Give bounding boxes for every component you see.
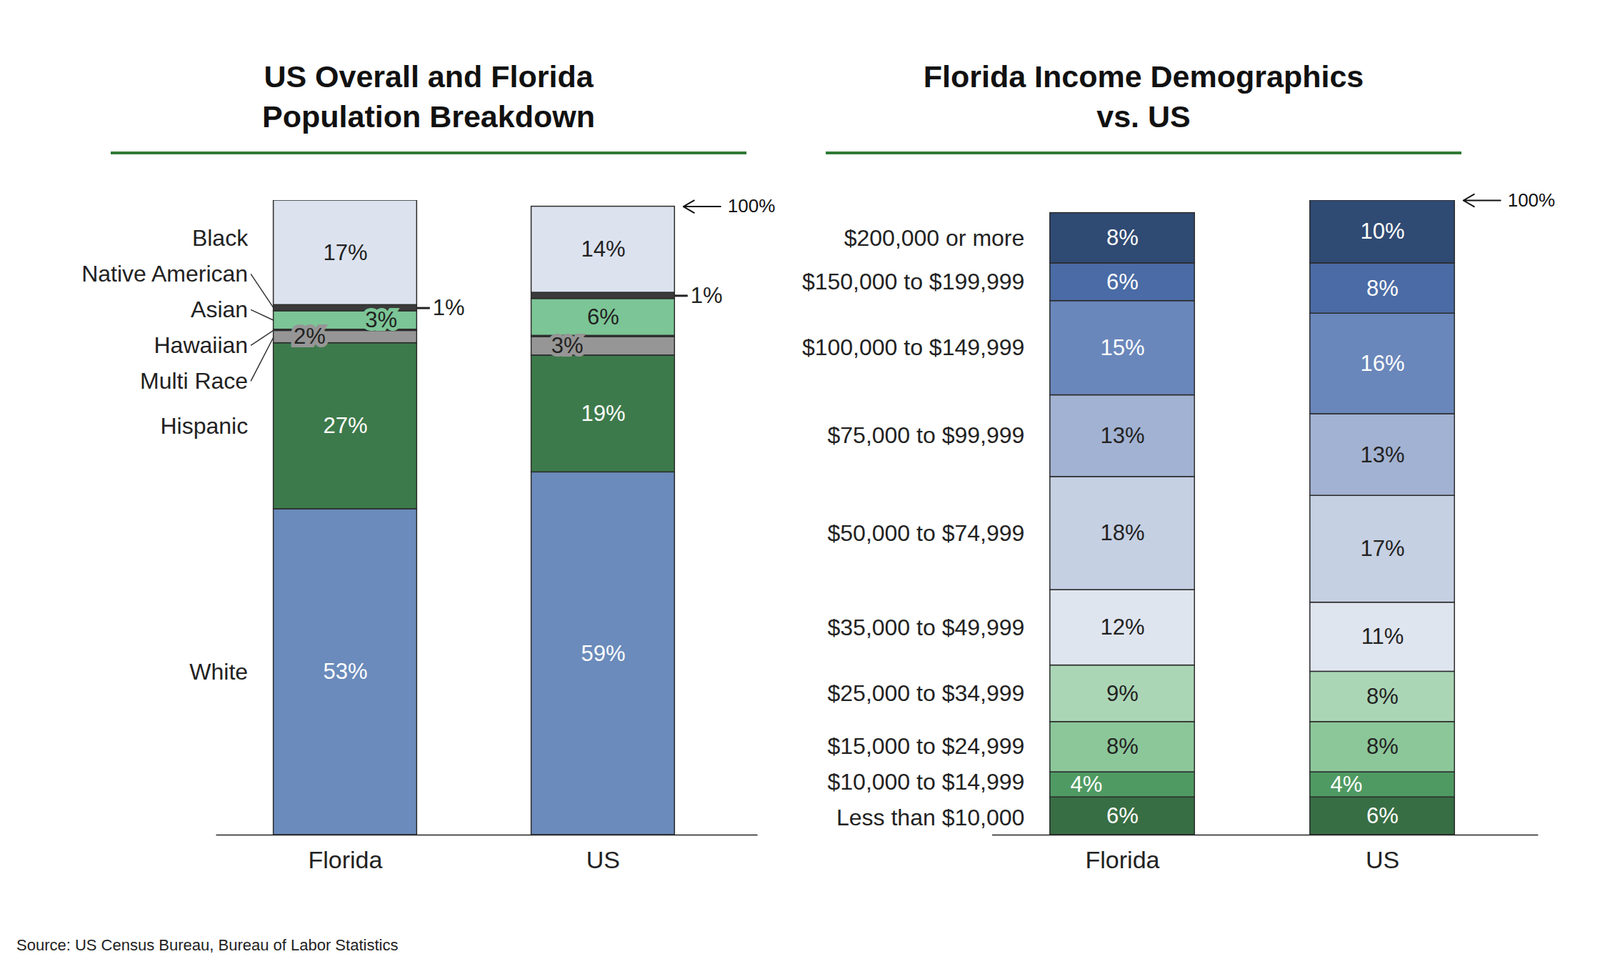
svg-text:$100,000 to $149,999: $100,000 to $149,999 xyxy=(802,334,1025,360)
svg-text:Black: Black xyxy=(192,225,249,251)
html-text:Source: US Census Bureau, Bure: Source: US Census Bureau, Bureau of Labo… xyxy=(16,935,399,954)
svg-text:US: US xyxy=(586,845,620,873)
svg-text:Hawaiian: Hawaiian xyxy=(154,332,249,358)
svg-text:$10,000 to $14,999: $10,000 to $14,999 xyxy=(827,768,1025,795)
svg-text:$50,000 to $74,999: $50,000 to $74,999 xyxy=(827,520,1025,546)
svg-text:13%: 13% xyxy=(1100,422,1145,448)
svg-text:3%: 3% xyxy=(365,307,398,333)
svg-text:59%: 59% xyxy=(580,640,625,666)
svg-text:Florida: Florida xyxy=(308,845,383,873)
svg-text:Native American: Native American xyxy=(81,260,248,287)
svg-text:White: White xyxy=(189,658,248,685)
svg-text:14%: 14% xyxy=(580,236,625,262)
svg-text:19%: 19% xyxy=(580,400,625,426)
svg-text:11%: 11% xyxy=(1361,623,1405,649)
svg-text:10%: 10% xyxy=(1360,218,1405,244)
svg-text:3%: 3% xyxy=(551,332,584,358)
svg-text:15%: 15% xyxy=(1100,335,1145,360)
svg-text:8%: 8% xyxy=(1366,275,1399,301)
svg-text:$75,000 to $99,999: $75,000 to $99,999 xyxy=(827,422,1025,448)
svg-text:13%: 13% xyxy=(1360,441,1405,467)
svg-text:2%: 2% xyxy=(293,323,326,349)
svg-text:Florida: Florida xyxy=(1085,845,1160,873)
svg-text:$25,000 to $34,999: $25,000 to $34,999 xyxy=(827,680,1025,706)
svg-text:6%: 6% xyxy=(1366,802,1399,828)
svg-text:100%: 100% xyxy=(727,195,776,217)
html-text:US Overall and Florida Populat: US Overall and Florida Population Breakd… xyxy=(262,59,595,134)
svg-text:6%: 6% xyxy=(1106,269,1139,295)
html-text:Florida Income Demographics vs: Florida Income Demographics vs. US xyxy=(923,59,1364,134)
svg-text:17%: 17% xyxy=(322,240,368,265)
svg-text:Asian: Asian xyxy=(190,296,248,323)
svg-text:8%: 8% xyxy=(1106,733,1139,759)
svg-text:$200,000 or more: $200,000 or more xyxy=(844,224,1025,250)
svg-text:4%: 4% xyxy=(1330,771,1363,797)
svg-text:$150,000 to $199,999: $150,000 to $199,999 xyxy=(802,268,1025,295)
svg-text:4%: 4% xyxy=(1070,771,1103,797)
svg-text:6%: 6% xyxy=(1106,802,1139,828)
svg-text:100%: 100% xyxy=(1507,189,1556,211)
svg-text:8%: 8% xyxy=(1366,733,1399,759)
svg-text:53%: 53% xyxy=(322,658,368,684)
svg-text:27%: 27% xyxy=(322,412,368,438)
svg-text:Hispanic: Hispanic xyxy=(160,412,248,439)
svg-text:9%: 9% xyxy=(1106,680,1139,706)
svg-text:$15,000 to $24,999: $15,000 to $24,999 xyxy=(827,732,1025,759)
svg-text:6%: 6% xyxy=(587,304,620,330)
svg-text:1%: 1% xyxy=(690,282,723,308)
svg-text:16%: 16% xyxy=(1360,350,1405,376)
svg-text:12%: 12% xyxy=(1100,614,1145,640)
svg-text:18%: 18% xyxy=(1100,520,1145,545)
svg-text:Less than $10,000: Less than $10,000 xyxy=(836,804,1025,830)
svg-text:1%: 1% xyxy=(432,295,465,320)
svg-text:$35,000 to $49,999: $35,000 to $49,999 xyxy=(827,614,1025,640)
svg-text:8%: 8% xyxy=(1366,683,1399,709)
svg-text:US: US xyxy=(1365,845,1400,873)
svg-text:Multi Race: Multi Race xyxy=(140,367,248,394)
svg-text:8%: 8% xyxy=(1106,225,1139,250)
svg-text:17%: 17% xyxy=(1360,535,1405,561)
